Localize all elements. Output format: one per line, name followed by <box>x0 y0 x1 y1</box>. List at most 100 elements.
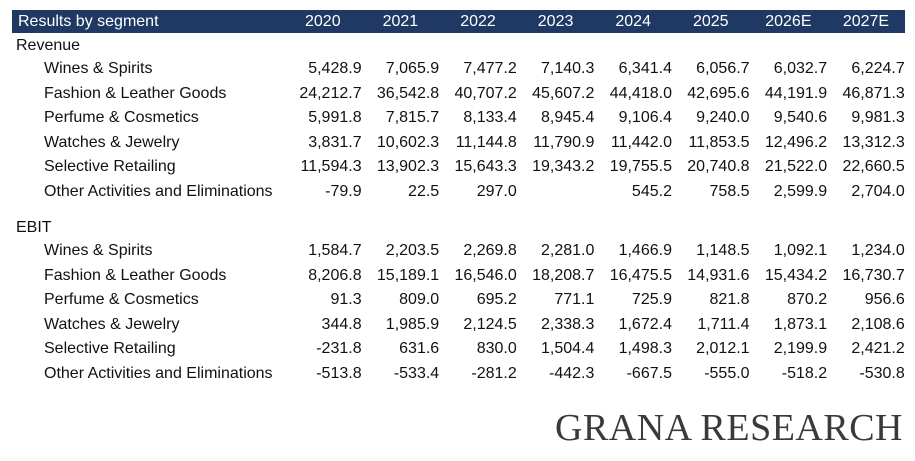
value-cell: 2,124.5 <box>463 315 517 333</box>
value-cell: -281.2 <box>471 364 517 382</box>
value-cell: 771.1 <box>554 291 595 309</box>
value-cell: -533.4 <box>393 364 440 382</box>
value-cell: 14,931.6 <box>687 266 750 284</box>
row-label: Wines & Spirits <box>44 242 153 260</box>
value-cell: 36,542.8 <box>376 84 440 102</box>
value-cell: 344.8 <box>321 315 362 333</box>
table-row: Wines & Spirits 5,428.9 7,065.9 7,477.2 7,14… <box>12 57 905 82</box>
value-cell: 45,607.2 <box>532 84 595 102</box>
value-cell: 821.8 <box>709 291 750 309</box>
value-cell: 5,428.9 <box>308 60 362 78</box>
value-cell: 40,707.2 <box>454 84 517 102</box>
value-cell: 6,224.7 <box>851 60 905 78</box>
value-cell: 1,148.5 <box>696 242 750 260</box>
value-cell: 8,206.8 <box>308 266 362 284</box>
value-cell: 15,189.1 <box>376 266 440 284</box>
value-cell: 11,790.9 <box>533 133 595 151</box>
value-cell: 12,496.2 <box>764 133 828 151</box>
value-cell: -555.0 <box>704 364 750 382</box>
value-cell: 7,815.7 <box>385 109 440 127</box>
table-row: Watches & Jewelry 344.8 1,985.9 2,124.5 2,33… <box>12 313 905 338</box>
value-cell: 11,144.8 <box>455 133 517 151</box>
value-cell: 24,212.7 <box>299 84 362 102</box>
value-cell: 2,421.2 <box>851 340 905 358</box>
value-cell: 1,672.4 <box>618 315 672 333</box>
value-cell: 91.3 <box>330 291 362 309</box>
row-label: Other Activities and Eliminations <box>44 182 273 200</box>
year-header: 2027E <box>842 12 890 30</box>
value-cell: 7,477.2 <box>463 60 517 78</box>
row-label: Watches & Jewelry <box>44 133 180 151</box>
value-cell: 6,341.4 <box>618 60 672 78</box>
value-cell: 956.6 <box>864 291 905 309</box>
value-cell: 2,338.3 <box>540 315 595 333</box>
row-label: Perfume & Cosmetics <box>44 291 199 309</box>
value-cell: 9,240.0 <box>696 109 750 127</box>
value-cell: 16,546.0 <box>454 266 517 284</box>
value-cell: 809.0 <box>399 291 440 309</box>
value-cell: -667.5 <box>626 364 672 382</box>
value-cell: 9,540.6 <box>773 109 828 127</box>
value-cell: -518.2 <box>781 364 828 382</box>
value-cell: 2,108.6 <box>851 315 905 333</box>
table-row: Other Activities and Eliminations -513.8 -… <box>12 362 905 387</box>
value-cell: 8,133.4 <box>463 109 517 127</box>
value-cell: 10,602.3 <box>376 133 440 151</box>
value-cell: -442.3 <box>549 364 595 382</box>
value-cell: 15,643.3 <box>454 158 517 176</box>
year-header: 2023 <box>537 12 574 30</box>
value-cell: 2,599.9 <box>773 182 828 200</box>
year-header: 2024 <box>615 12 651 30</box>
year-header: 2022 <box>460 12 496 30</box>
table-row: Other Activities and Eliminations -79.9 22… <box>12 180 905 205</box>
row-label: Selective Retailing <box>44 158 176 176</box>
year-header: 2021 <box>382 12 419 30</box>
row-label: Wines & Spirits <box>44 60 153 78</box>
value-cell: 1,873.1 <box>773 315 828 333</box>
row-label: Selective Retailing <box>44 340 176 358</box>
value-cell: 18,208.7 <box>532 266 595 284</box>
value-cell: 13,902.3 <box>376 158 440 176</box>
value-cell: 20,740.8 <box>687 158 750 176</box>
value-cell: 2,281.0 <box>540 242 595 260</box>
table-row: Selective Retailing -231.8 631.6 830.0 1,504… <box>12 337 905 362</box>
value-cell: 545.2 <box>631 182 672 200</box>
row-label: Perfume & Cosmetics <box>44 109 199 127</box>
table-row: Wines & Spirits 1,584.7 2,203.5 2,269.8 2,28… <box>12 239 905 264</box>
value-cell: 5,991.8 <box>308 109 362 127</box>
section-spacer <box>12 204 905 215</box>
value-cell: 19,755.5 <box>609 158 672 176</box>
value-cell: 2,203.5 <box>385 242 440 260</box>
section-title: EBIT <box>16 219 52 236</box>
section-title: Revenue <box>16 37 81 54</box>
value-cell: 3,831.7 <box>308 133 362 151</box>
value-cell: 6,032.7 <box>773 60 828 78</box>
row-label: Fashion & Leather Goods <box>44 266 227 284</box>
value-cell: 631.6 <box>399 340 440 358</box>
row-label: Watches & Jewelry <box>44 315 180 333</box>
year-header: 2026E <box>765 12 812 30</box>
table-row: Watches & Jewelry 3,831.7 10,602.3 11,144.8… <box>12 131 905 156</box>
value-cell: 15,434.2 <box>764 266 828 284</box>
value-cell: 13,312.3 <box>842 133 905 151</box>
value-cell: 8,945.4 <box>540 109 595 127</box>
value-cell: 22.5 <box>408 182 440 200</box>
value-cell: -530.8 <box>859 364 905 382</box>
table-row: Fashion & Leather Goods 8,206.8 15,189.1 16… <box>12 264 905 289</box>
value-cell: 1,498.3 <box>618 340 672 358</box>
value-cell: 19,343.2 <box>532 158 595 176</box>
value-cell: 2,012.1 <box>696 340 750 358</box>
value-cell: 7,140.3 <box>540 60 595 78</box>
year-header: 2025 <box>692 12 729 30</box>
value-cell: 21,522.0 <box>764 158 828 176</box>
table-row: Fashion & Leather Goods 24,212.7 36,542.8 4… <box>12 82 905 107</box>
value-cell: 1,092.1 <box>773 242 828 260</box>
value-cell: 11,442.0 <box>610 133 672 151</box>
value-cell: -79.9 <box>325 182 362 200</box>
value-cell: 42,695.6 <box>687 84 750 102</box>
table-body: Revenue Wines & Spirits 5,428.9 7,065.9 7,47… <box>12 33 905 386</box>
value-cell: 1,711.4 <box>697 315 750 333</box>
value-cell: 2,704.0 <box>851 182 905 200</box>
value-cell: 7,065.9 <box>385 60 440 78</box>
row-label: Fashion & Leather Goods <box>44 84 227 102</box>
